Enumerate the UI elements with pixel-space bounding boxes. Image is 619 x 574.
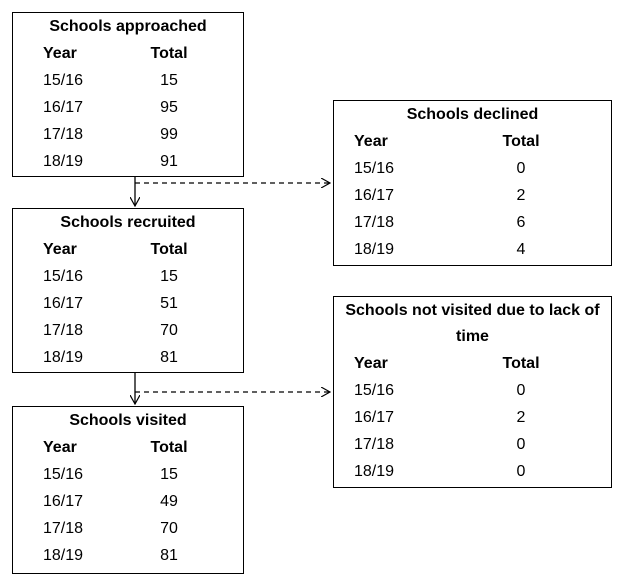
box-title: Schools visited — [69, 412, 187, 429]
year-cell: 15/16 — [354, 160, 395, 177]
total-cell: 70 — [160, 520, 178, 537]
data-row: 17/18 99 — [13, 121, 243, 148]
total-cell: 70 — [160, 322, 178, 339]
year-cell: 15/16 — [354, 382, 395, 399]
year-cell: 17/18 — [354, 436, 395, 453]
total-cell: 2 — [516, 187, 526, 204]
header-row: Year Total — [13, 236, 243, 263]
total-cell: 15 — [160, 72, 178, 89]
year-cell: 17/18 — [43, 520, 84, 537]
year-cell: 17/18 — [43, 322, 84, 339]
data-row: 15/16 15 — [13, 67, 243, 94]
year-cell: 17/18 — [43, 126, 84, 143]
year-cell: 16/17 — [43, 99, 84, 116]
header-row: Year Total — [13, 40, 243, 67]
year-cell: 15/16 — [43, 268, 84, 285]
year-cell: 18/19 — [43, 547, 84, 564]
year-cell: 15/16 — [43, 72, 84, 89]
flow-box: Schools visited Year Total 15/16 15 16/17 49 17… — [12, 406, 244, 574]
total-cell: 81 — [160, 349, 178, 366]
year-cell: 18/19 — [354, 463, 395, 480]
total-cell: 0 — [516, 463, 526, 480]
total-cell: 15 — [160, 268, 178, 285]
total-cell: Total — [150, 241, 188, 258]
total-cell: 15 — [160, 466, 178, 483]
box-title: Schools approached — [49, 18, 207, 35]
year-cell: Year — [43, 439, 77, 456]
data-row: 17/18 70 — [13, 515, 243, 542]
year-cell: 16/17 — [354, 409, 395, 426]
total-cell: 0 — [516, 160, 526, 177]
total-cell: Total — [150, 439, 188, 456]
year-cell: 17/18 — [354, 214, 395, 231]
year-cell: 16/17 — [43, 493, 84, 510]
data-row: 18/19 81 — [13, 542, 243, 569]
data-row: 15/16 0 — [334, 377, 611, 404]
flow-box: Schools not visited due to lack of time Y… — [333, 296, 612, 488]
box-title: Schools declined — [406, 106, 539, 123]
header-row: Year Total — [334, 128, 611, 155]
data-row: 16/17 95 — [13, 94, 243, 121]
flow-box: Schools approached Year Total 15/16 15 16/17 9… — [12, 12, 244, 177]
total-cell: 6 — [516, 214, 526, 231]
data-row: 17/18 0 — [334, 431, 611, 458]
data-row: 16/17 51 — [13, 290, 243, 317]
total-cell: 51 — [160, 295, 178, 312]
data-row: 15/16 15 — [13, 263, 243, 290]
total-cell: 4 — [516, 241, 526, 258]
total-cell: 0 — [516, 436, 526, 453]
total-cell: 0 — [516, 382, 526, 399]
data-row: 15/16 15 — [13, 461, 243, 488]
flow-box: Schools recruited Year Total 15/16 15 16/17 51… — [12, 208, 244, 373]
total-cell: 81 — [160, 547, 178, 564]
year-cell: Year — [43, 45, 77, 62]
data-row: 18/19 81 — [13, 344, 243, 371]
total-cell: 95 — [160, 99, 178, 116]
header-row: Year Total — [13, 434, 243, 461]
total-cell: 49 — [160, 493, 178, 510]
year-cell: Year — [354, 355, 388, 372]
total-cell: 99 — [160, 126, 178, 143]
data-row: 17/18 70 — [13, 317, 243, 344]
data-row: 16/17 2 — [334, 182, 611, 209]
box-title: Schools not visited due to lack of time — [345, 302, 600, 345]
total-cell: Total — [502, 133, 540, 150]
total-cell: Total — [502, 355, 540, 372]
data-row: 18/19 4 — [334, 236, 611, 263]
year-cell: Year — [354, 133, 388, 150]
year-cell: Year — [43, 241, 77, 258]
flow-box: Schools declined Year Total 15/16 0 16/17 2 17/… — [333, 100, 612, 266]
year-cell: 18/19 — [43, 349, 84, 366]
year-cell: 18/19 — [43, 153, 84, 170]
data-row: 16/17 2 — [334, 404, 611, 431]
year-cell: 16/17 — [43, 295, 84, 312]
header-row: Year Total — [334, 350, 611, 377]
data-row: 16/17 49 — [13, 488, 243, 515]
year-cell: 18/19 — [354, 241, 395, 258]
year-cell: 16/17 — [354, 187, 395, 204]
total-cell: 2 — [516, 409, 526, 426]
data-row: 15/16 0 — [334, 155, 611, 182]
data-row: 18/19 91 — [13, 148, 243, 175]
total-cell: Total — [150, 45, 188, 62]
data-row: 17/18 6 — [334, 209, 611, 236]
data-row: 18/19 0 — [334, 458, 611, 485]
box-title: Schools recruited — [60, 214, 196, 231]
year-cell: 15/16 — [43, 466, 84, 483]
total-cell: 91 — [160, 153, 178, 170]
